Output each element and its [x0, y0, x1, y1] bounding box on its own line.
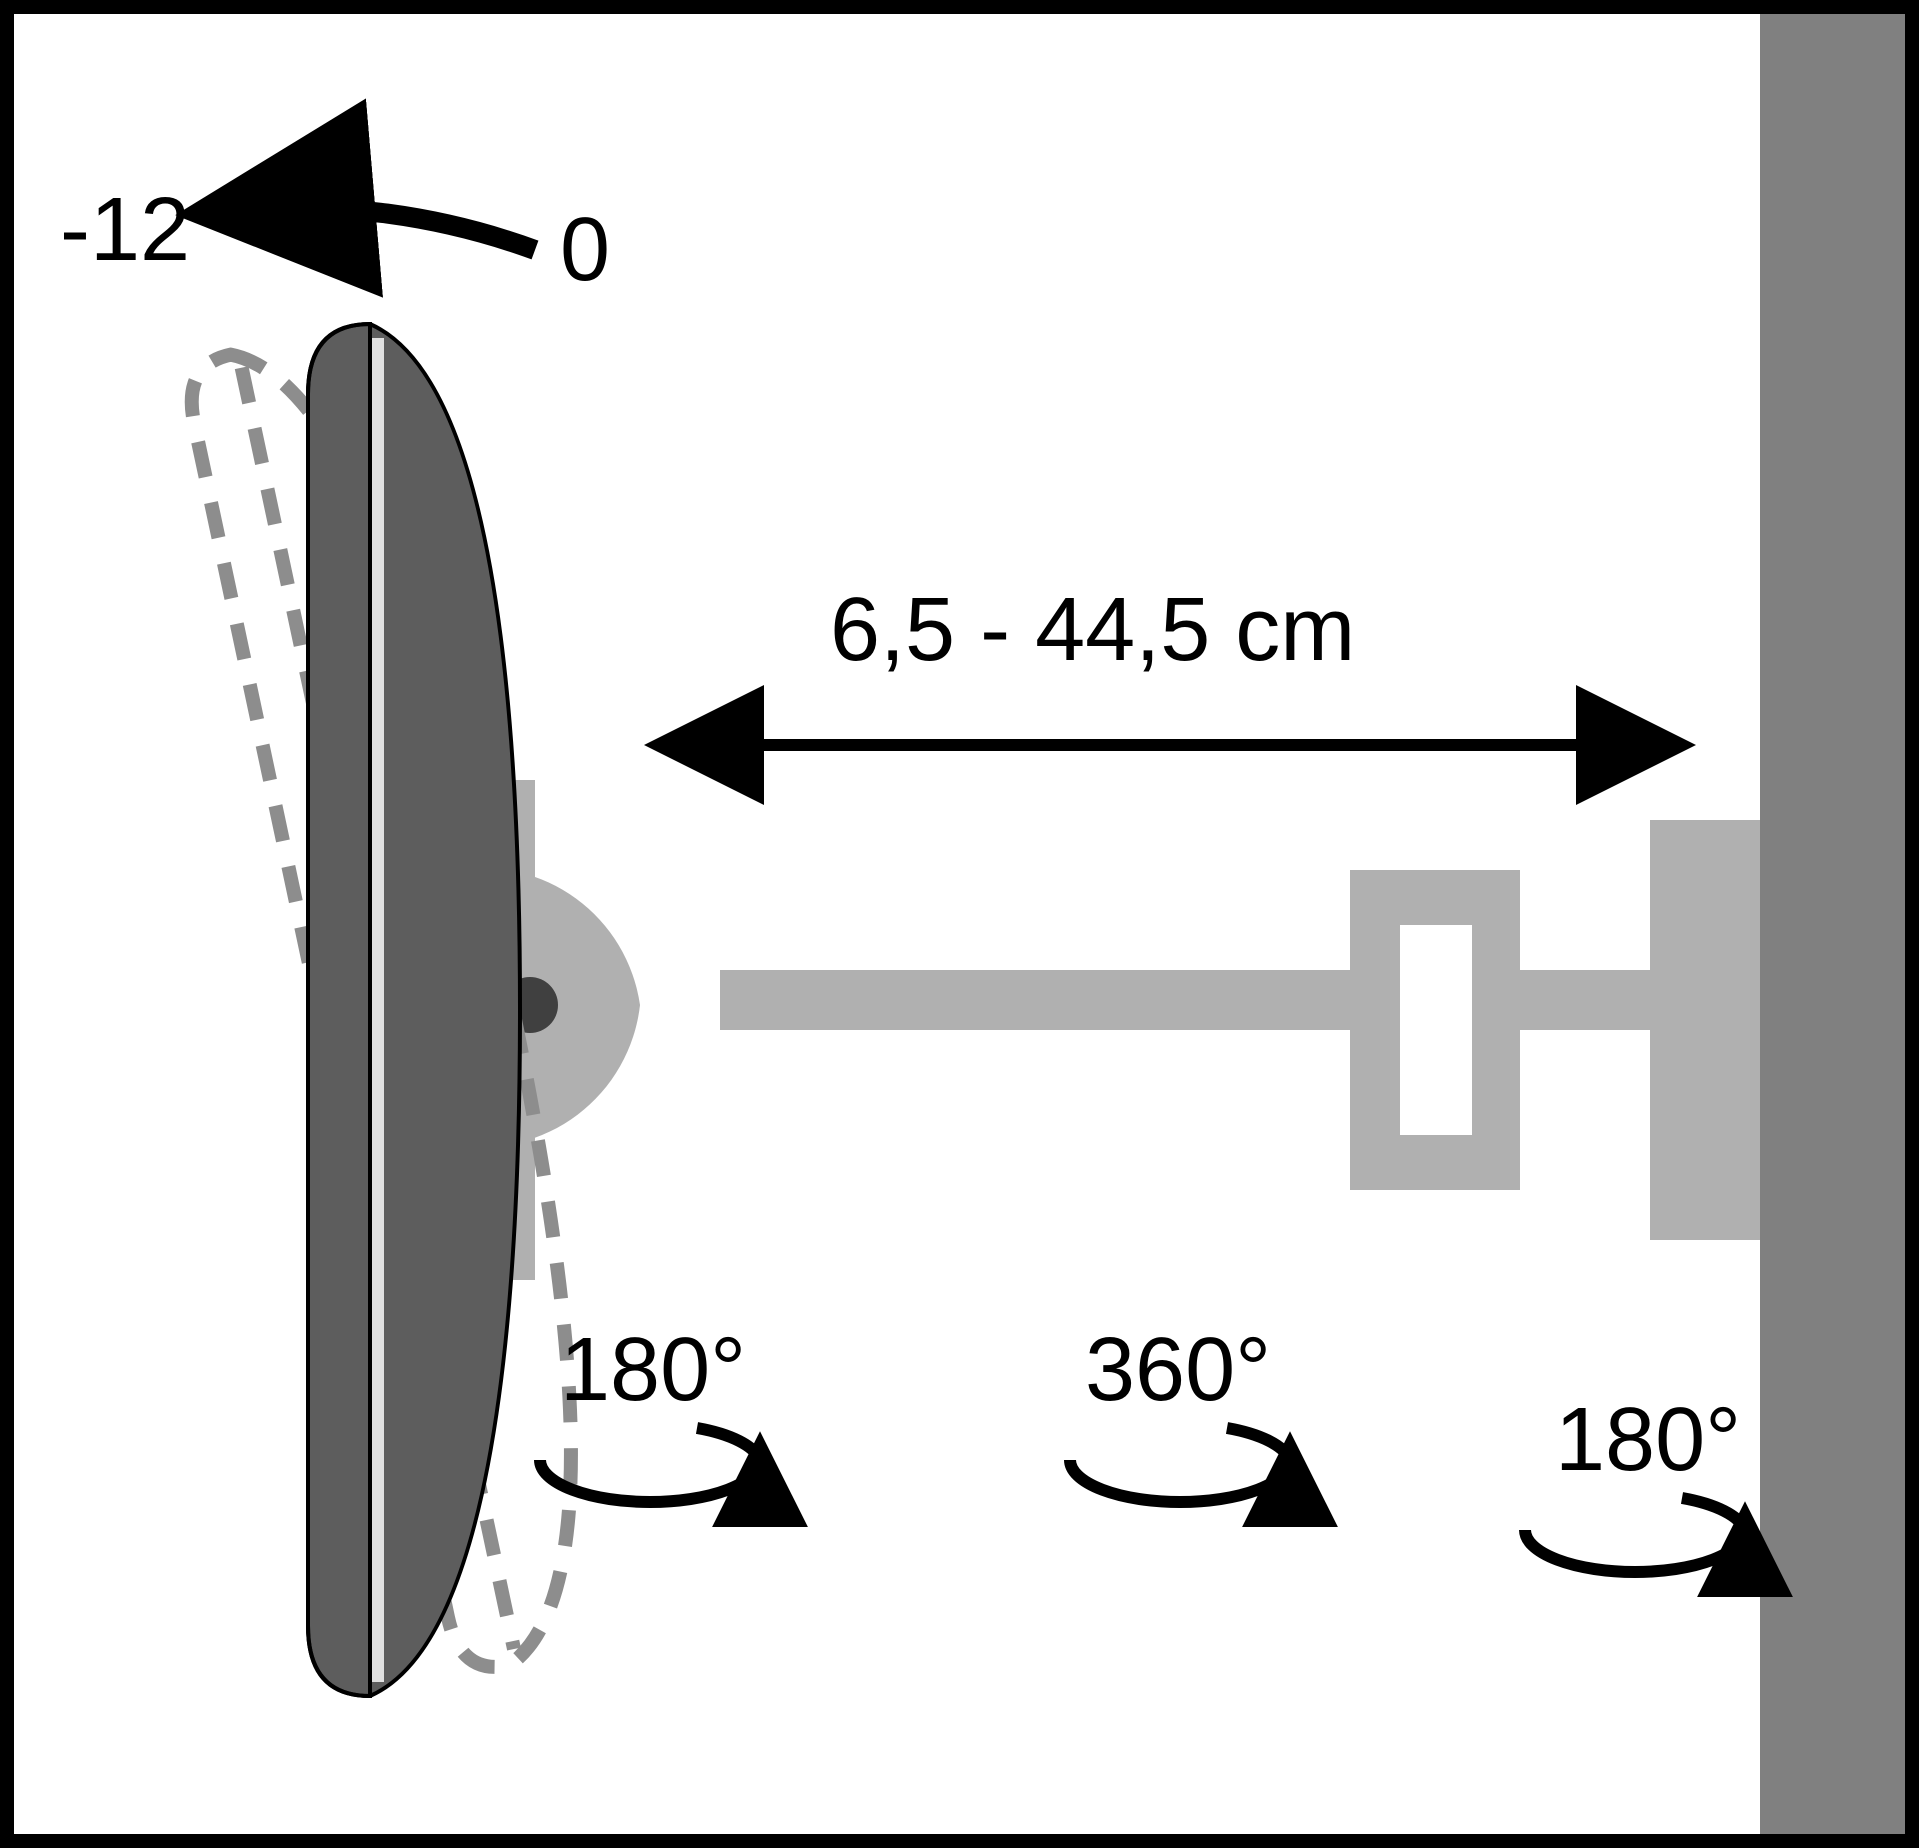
- label-tilt-neg: -12: [60, 180, 190, 280]
- wall: [1760, 14, 1905, 1834]
- label-tilt-zero: 0: [560, 200, 610, 300]
- label-swivel-right: 180°: [1555, 1390, 1741, 1490]
- label-swivel-left: 180°: [560, 1320, 746, 1420]
- label-swivel-mid: 360°: [1085, 1320, 1271, 1420]
- label-distance: 6,5 - 44,5 cm: [830, 580, 1355, 680]
